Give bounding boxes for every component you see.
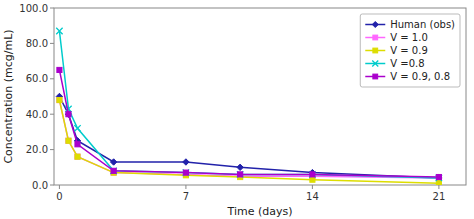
point <box>56 28 62 34</box>
point <box>237 164 243 170</box>
point <box>183 170 188 175</box>
series <box>57 97 442 185</box>
point <box>310 172 315 177</box>
legend-marker <box>372 61 378 67</box>
x-tick <box>59 185 60 189</box>
point <box>238 172 243 177</box>
legend-label: V = 0.9 <box>390 45 427 56</box>
y-tick <box>50 8 54 9</box>
point <box>66 138 71 143</box>
y-tick <box>50 78 54 79</box>
point <box>74 125 80 131</box>
point <box>111 168 116 173</box>
y-tick-label: 100.0 <box>19 3 48 14</box>
legend-marker <box>373 74 378 79</box>
point <box>57 97 62 102</box>
y-tick-label: 20.0 <box>26 144 48 155</box>
point <box>75 154 80 159</box>
series <box>56 93 442 181</box>
y-tick <box>50 149 54 150</box>
point <box>309 171 315 177</box>
x-tick-label: 14 <box>306 191 319 202</box>
x-tick <box>185 185 186 189</box>
legend-label: V =0.8 <box>390 58 424 69</box>
y-tick-label: 0.0 <box>32 180 48 191</box>
chart: 0.0 20.0 40.0 60.0 80.0 100.0 0 7 14 21 Time (days… <box>0 0 474 219</box>
legend-label: V = 1.0 <box>390 32 427 43</box>
legend-marker <box>373 35 378 40</box>
series <box>56 28 442 181</box>
x-tick-label: 0 <box>56 191 62 202</box>
x-axis-label: Time (days) <box>227 205 293 218</box>
series-line <box>59 100 438 178</box>
point <box>436 175 442 181</box>
point <box>57 97 62 102</box>
y-tick-label: 80.0 <box>26 38 48 49</box>
point <box>110 159 116 165</box>
legend-label: V = 0.9, 0.8 <box>390 71 450 82</box>
legend-box <box>360 14 460 87</box>
x-tick-label: 21 <box>433 191 446 202</box>
point <box>65 111 71 117</box>
x-tick <box>312 185 313 189</box>
point <box>183 169 189 175</box>
y-tick <box>50 185 54 186</box>
y-tick <box>50 43 54 44</box>
point <box>436 175 442 181</box>
point <box>66 138 71 143</box>
point <box>110 168 116 174</box>
point <box>183 159 189 165</box>
legend-marker <box>372 22 378 28</box>
y-tick-label: 60.0 <box>26 73 48 84</box>
point <box>310 177 315 182</box>
plot-frame <box>54 8 466 185</box>
series <box>57 97 442 180</box>
x-tick <box>438 185 439 189</box>
point <box>75 154 80 159</box>
legend: Human (obs) V = 1.0 V = 0.9 V =0.8 V = 0.9, … <box>360 14 460 87</box>
point <box>66 112 71 117</box>
series-line <box>59 97 438 178</box>
point <box>436 174 441 179</box>
x-tick-label: 7 <box>183 191 189 202</box>
point <box>57 67 62 72</box>
point <box>75 142 80 147</box>
y-tick-label: 40.0 <box>26 109 48 120</box>
point <box>436 175 441 180</box>
series-line <box>59 100 438 183</box>
point <box>436 181 441 185</box>
legend-label: Human (obs) <box>390 19 455 30</box>
point <box>237 171 243 177</box>
y-tick <box>50 114 54 115</box>
y-axis-label: Concentration (mcg/mL) <box>2 29 15 163</box>
legend-marker <box>373 48 378 53</box>
